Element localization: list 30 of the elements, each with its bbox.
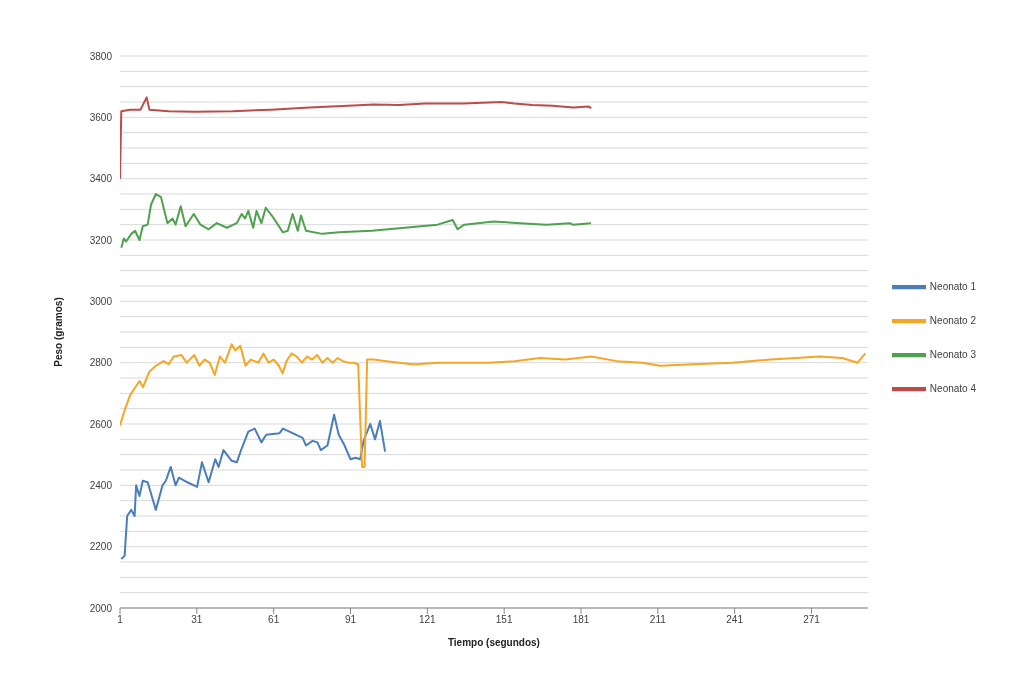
x-tick-label: 211 bbox=[649, 614, 667, 626]
line-series bbox=[120, 343, 867, 468]
line-series bbox=[120, 413, 387, 560]
x-axis-title: Tiempo (segundos) bbox=[447, 637, 540, 648]
y-tick-label: 3000 bbox=[89, 295, 113, 307]
y-tick-label: 2400 bbox=[89, 479, 113, 491]
x-tick-label: 31 bbox=[191, 614, 203, 626]
y-tick-label: 2800 bbox=[89, 357, 113, 369]
legend-label: Neonato 1 bbox=[929, 280, 976, 292]
y-tick-label: 2200 bbox=[89, 541, 113, 553]
y-tick-label: 3200 bbox=[89, 234, 113, 246]
line-series bbox=[120, 193, 592, 249]
legend-label: Neonato 2 bbox=[929, 314, 976, 326]
x-tick-label: 61 bbox=[268, 614, 280, 626]
legend-label: Neonato 4 bbox=[929, 382, 976, 394]
y-tick-label: 3400 bbox=[89, 173, 113, 185]
x-tick-label: 271 bbox=[803, 614, 821, 626]
x-tick-label: 181 bbox=[572, 614, 590, 626]
x-tick-label: 121 bbox=[418, 614, 437, 626]
y-tick-label: 3600 bbox=[89, 111, 113, 123]
y-tick-label: 2600 bbox=[89, 418, 113, 430]
y-axis-title: Peso (gramos) bbox=[52, 297, 64, 367]
x-tick-label: 151 bbox=[495, 614, 513, 626]
x-tick-label: 1 bbox=[117, 614, 124, 626]
y-tick-label: 2000 bbox=[89, 602, 113, 614]
line-series bbox=[120, 96, 593, 180]
legend-label: Neonato 3 bbox=[929, 348, 976, 360]
y-tick-label: 3800 bbox=[89, 50, 113, 62]
x-tick-label: 241 bbox=[726, 614, 744, 626]
x-tick-label: 91 bbox=[344, 614, 357, 626]
